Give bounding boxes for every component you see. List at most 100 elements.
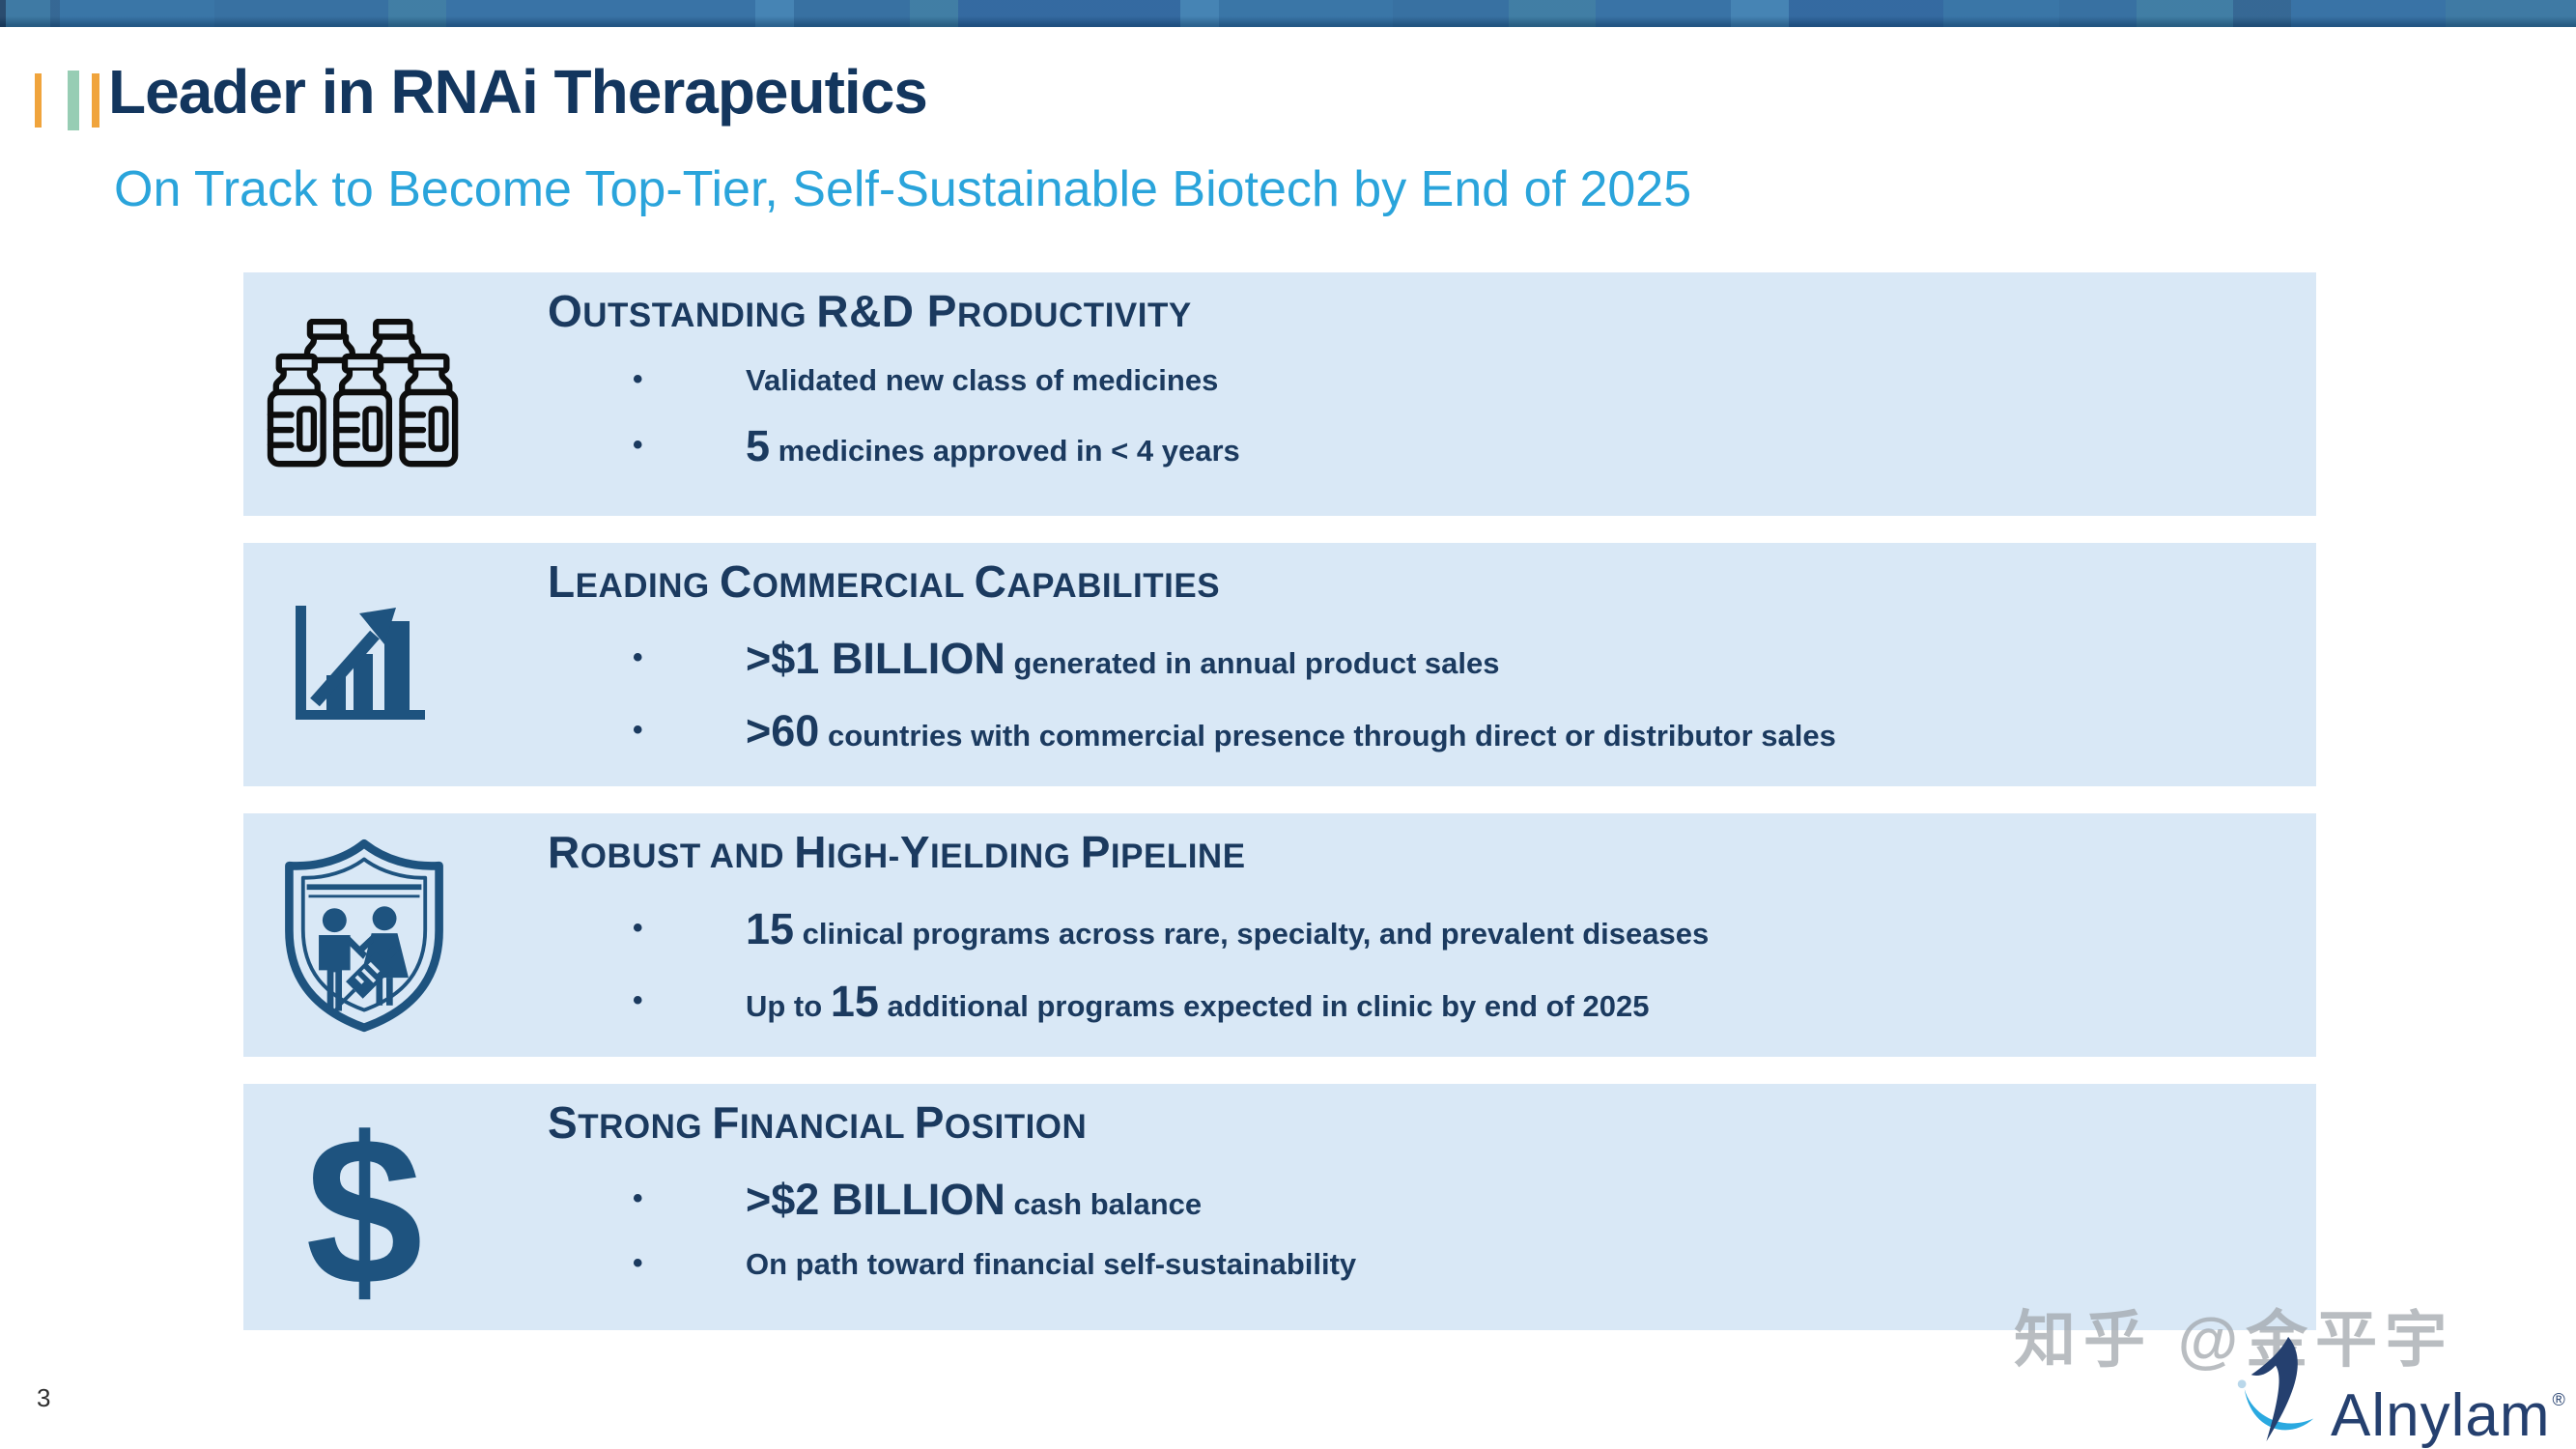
text-segment: R&D [816,286,927,336]
banner-segment [1943,0,2059,27]
slide-title: Leader in RNAi Therapeutics [108,57,928,127]
panel-header: STRONG FINANCIAL POSITION [548,1084,2316,1149]
text-segment: >$1 BILLION [746,633,1005,683]
banner-segment [6,0,50,27]
banner-segment [794,0,910,27]
text-segment: P [926,286,957,336]
text-segment: UTSTANDING [582,297,817,334]
text-segment: On path toward financial self-sustainabi… [746,1247,1357,1282]
text-segment: 15 [830,977,879,1027]
banner-segment [910,0,958,27]
banner-segment [1393,0,1509,27]
text-segment: 15 [746,903,795,953]
bullet-list: >$1 BILLION generated in annual product … [548,635,2316,755]
text-segment: Up to [746,989,831,1024]
banner-segment [2233,0,2291,27]
bullet-item: Validated new class of medicines [548,362,2316,397]
text-segment: cash balance [1005,1186,1203,1221]
bullet-item: 15 clinical programs across rare, specia… [548,905,2316,953]
text-segment: IGH- [826,838,900,875]
banner-segment [755,0,794,27]
panel-header: OUTSTANDING R&D PRODUCTIVITY [548,272,2316,337]
shield-patients-syringe-icon [243,813,485,1057]
accent-bar-orange-right [92,73,99,128]
slide-subtitle: On Track to Become Top-Tier, Self-Sustai… [114,161,1692,217]
alnylam-logo: Alnylam ® [2236,1335,2565,1449]
text-segment: >60 [746,706,820,756]
text-segment: Validated new class of medicines [746,362,1219,397]
panel-header: LEADING COMMERCIAL CAPABILITIES [548,543,2316,608]
accent-bar-green [68,71,79,130]
registered-mark: ® [2552,1390,2565,1409]
panel-commercial-capabilities: LEADING COMMERCIAL CAPABILITIES >$1 BILL… [243,543,2316,786]
banner-segment [2137,0,2233,27]
panel-content: LEADING COMMERCIAL CAPABILITIES >$1 BILL… [243,543,2316,786]
bullet-item: 5 medicines approved in < 4 years [548,422,2316,470]
dollar-glyph: $ [305,1094,423,1330]
text-segment: O [548,286,583,336]
banner-segment [1219,0,1393,27]
text-segment: IPELINE [1110,838,1246,875]
text-segment: additional programs expected in clinic b… [878,989,1650,1024]
top-bar [0,0,2576,27]
bullet-list: 15 clinical programs across rare, specia… [548,905,2316,1026]
text-segment: P [1080,827,1111,877]
watermark: 知乎 @金平宇 [2014,1305,2455,1375]
text-segment: L [548,556,576,607]
text-segment: OBUST AND [580,838,795,875]
text-segment: Y [899,827,931,877]
accent-bar-orange-left [35,73,42,128]
bullet-list: >$2 BILLION cash balance On path toward … [548,1176,2316,1282]
text-segment: 5 [746,420,771,470]
front-vial-1 [267,353,326,468]
panel-content: OUTSTANDING R&D PRODUCTIVITY Validated n… [243,272,2316,516]
syringe-glyph [331,943,402,1013]
banner-segment [1731,0,1789,27]
panel-pipeline: ROBUST AND HIGH-YIELDING PIPELINE 15 cli… [243,813,2316,1057]
text-segment: >$2 BILLION [746,1174,1005,1224]
banner-segment [214,0,388,27]
text-segment: P [914,1097,945,1148]
panel-header: ROBUST AND HIGH-YIELDING PIPELINE [548,813,2316,878]
bullet-item: On path toward financial self-sustainabi… [548,1248,2316,1281]
panel-financial-position: $ STRONG FINANCIAL POSITION >$2 BILLION … [243,1084,2316,1330]
text-segment: OSITION [944,1108,1088,1146]
bullet-item: >$1 BILLION generated in annual product … [548,635,2316,683]
banner-segment [958,0,1180,27]
alnylam-logo-mark [2237,1336,2314,1442]
text-segment: C [974,556,1007,607]
banner-segment [388,0,446,27]
rear-vial-left [303,319,355,364]
banner-segment [2446,0,2576,27]
text-segment: EADING [575,567,720,605]
text-segment: F [712,1097,740,1148]
text-segment: H [794,827,827,877]
banner-segment [60,0,214,27]
page-number: 3 [37,1383,51,1412]
banner-segment [2291,0,2446,27]
text-segment: INANCIAL [739,1108,915,1146]
alnylam-logo-text: Alnylam [2331,1382,2551,1449]
rear-vial-right [369,319,421,364]
text-segment: TRONG [578,1108,713,1146]
banner-segment [446,0,755,27]
text-segment: RODUCTIVITY [956,297,1192,334]
text-segment: S [548,1097,579,1148]
dollar-sign-icon: $ [243,1084,485,1330]
banner-segment [1596,0,1731,27]
banner-segment [1180,0,1219,27]
banner-segment [1789,0,1943,27]
bullet-item: >60 countries with commercial presence t… [548,707,2316,755]
text-segment: C [719,556,752,607]
text-segment: OMMERCIAL [751,567,975,605]
bullet-item: >$2 BILLION cash balance [548,1176,2316,1224]
text-segment: generated in annual product sales [1005,645,1500,680]
panel-content: ROBUST AND HIGH-YIELDING PIPELINE 15 cli… [243,813,2316,1057]
text-segment: countries with commercial presence throu… [819,719,1836,753]
bullet-list: Validated new class of medicines 5 medic… [548,362,2316,470]
front-vial-2 [332,353,392,468]
text-segment: medicines approved in < 4 years [770,433,1240,468]
panel-rd-productivity: OUTSTANDING R&D PRODUCTIVITY Validated n… [243,272,2316,516]
medicine-vials-icon [243,272,485,516]
text-segment: clinical programs across rare, specialty… [794,916,1710,951]
